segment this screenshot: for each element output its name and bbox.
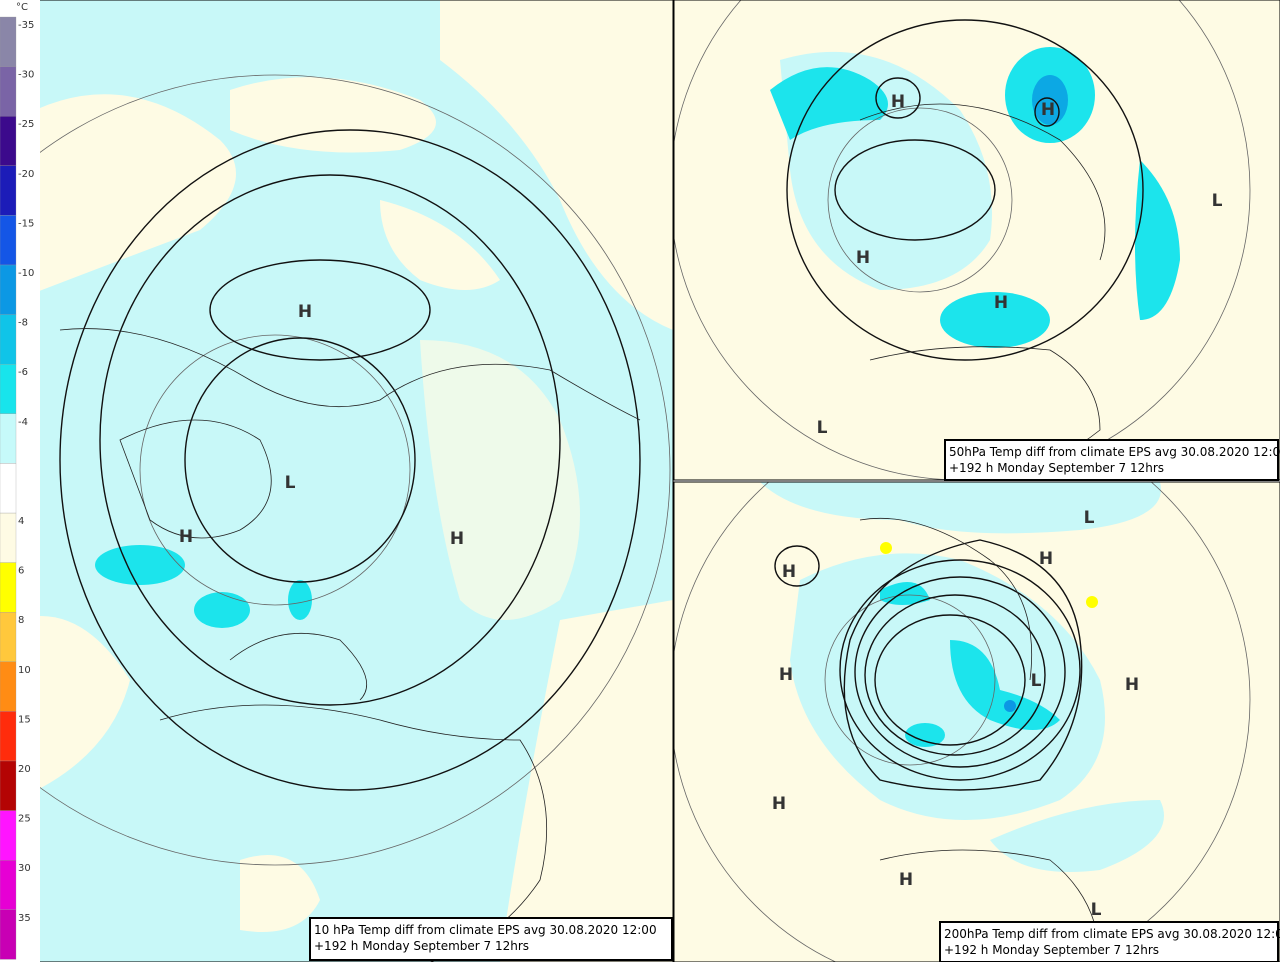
pressure-marker: H [450, 529, 464, 549]
colorbar-label: -25 [18, 119, 34, 130]
pressure-marker: H [891, 92, 905, 112]
colorbar-label: -15 [18, 218, 34, 229]
colorbar-swatch [0, 760, 17, 811]
colorbar-label: -30 [18, 70, 34, 81]
colorbar-swatch [0, 711, 17, 762]
colorbar-swatch [0, 909, 17, 960]
colorbar-unit: °C [16, 2, 28, 13]
pressure-marker: L [817, 418, 828, 438]
colorbar-swatch [0, 661, 17, 712]
colorbar-swatch [0, 66, 17, 117]
colorbar-swatch [0, 215, 17, 266]
colorbar-label: 4 [18, 516, 24, 527]
colorbar-swatch [0, 463, 17, 514]
colorbar-label: -35 [18, 20, 34, 31]
pressure-marker: L [1091, 900, 1102, 920]
colorbar-label: -20 [18, 169, 34, 180]
pressure-marker: H [772, 794, 786, 814]
colorbar-swatch [0, 16, 17, 67]
pressure-marker: H [179, 527, 193, 547]
map-panel-50hpa [674, 0, 1280, 480]
colorbar-label: 30 [18, 863, 31, 874]
colorbar-label: 10 [18, 665, 31, 676]
map-panel-200hpa [674, 482, 1280, 962]
pressure-markers: H L H H H H L H H L L H H H L H H H L [179, 92, 1223, 920]
colorbar-label: 8 [18, 615, 24, 626]
pressure-marker: L [1084, 508, 1095, 528]
caption-box [309, 917, 673, 961]
caption-line: +192 h Monday September 7 12hrs [944, 943, 1159, 957]
pressure-marker: H [1039, 549, 1053, 569]
pressure-marker: H [779, 665, 793, 685]
caption-line: 10 hPa Temp diff from climate EPS avg 30… [314, 923, 657, 937]
pressure-marker: H [899, 870, 913, 890]
caption-line: +192 h Monday September 7 12hrs [949, 461, 1164, 475]
colorbar-label: 20 [18, 764, 31, 775]
pressure-marker: H [994, 293, 1008, 313]
pressure-marker: L [285, 473, 296, 493]
panel-border [673, 481, 1280, 962]
colorbar-swatch [0, 612, 17, 662]
captions: 10 hPa Temp diff from climate EPS avg 30… [309, 439, 1280, 962]
colorbar-swatch [0, 264, 17, 315]
caption-line: 50hPa Temp diff from climate EPS avg 30.… [949, 445, 1280, 459]
pressure-marker: H [856, 248, 870, 268]
colorbar-label: -10 [18, 268, 34, 279]
pressure-marker: L [1212, 191, 1223, 211]
map-panel-10hpa [16, 0, 673, 962]
colorbar-label: -4 [18, 417, 28, 428]
pressure-marker: H [782, 562, 796, 582]
colorbar-swatch [0, 860, 17, 910]
panel-border [0, 0, 674, 962]
pressure-marker: H [1041, 100, 1055, 120]
colorbar-label: 25 [18, 814, 31, 825]
caption-box [944, 439, 1279, 481]
colorbar-swatch [0, 364, 17, 414]
colorbar-swatch [0, 810, 17, 861]
colorbar: °C -35 -30 -25 -20 -15 -10 -8 -6 -4 4 6 8 10 15 20 25 30… [0, 0, 40, 962]
colorbar-label: -8 [18, 318, 28, 329]
colorbar-label: 6 [18, 566, 24, 577]
pressure-marker: H [1125, 675, 1139, 695]
colorbar-swatch [0, 413, 17, 464]
colorbar-swatch [0, 314, 17, 365]
caption-box [939, 921, 1279, 962]
caption-line: 200hPa Temp diff from climate EPS avg 30… [944, 927, 1280, 941]
caption-line: +192 h Monday September 7 12hrs [314, 939, 529, 953]
pressure-marker: H [298, 302, 312, 322]
colorbar-swatch [0, 562, 17, 613]
colorbar-label: -6 [18, 367, 28, 378]
colorbar-label: 15 [18, 714, 31, 725]
colorbar-swatch [0, 512, 17, 563]
colorbar-swatch [0, 165, 17, 216]
pressure-marker: L [1031, 671, 1042, 691]
colorbar-swatch [0, 116, 17, 166]
colorbar-label: 35 [18, 913, 31, 924]
